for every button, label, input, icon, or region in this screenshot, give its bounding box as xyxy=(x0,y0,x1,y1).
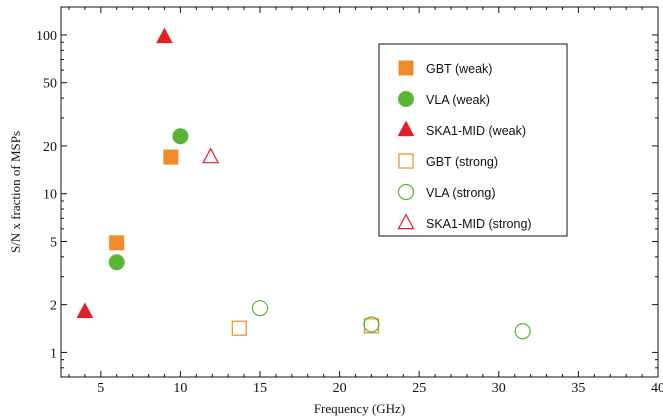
x-tick-label: 30 xyxy=(492,381,506,396)
x-tick-label: 15 xyxy=(253,381,267,396)
y-tick-label: 100 xyxy=(36,29,57,44)
legend-marker xyxy=(398,91,414,107)
data-points xyxy=(76,27,531,340)
data-point-circle-filled xyxy=(108,254,125,271)
data-point-circle-open xyxy=(514,323,531,340)
x-axis: 5 10 15 20 25 30 35 40 xyxy=(68,7,663,396)
x-tick-label: 10 xyxy=(173,381,187,396)
x-tick-label: 5 xyxy=(97,381,104,396)
y-axis-label: S/N x fraction of MSPs xyxy=(8,131,23,253)
data-point-circle-open xyxy=(363,316,380,333)
y-tick-label: 1 xyxy=(50,346,57,361)
y-tick-label: 50 xyxy=(43,77,57,92)
data-point-circle-filled xyxy=(172,128,189,145)
legend-marker xyxy=(398,153,414,169)
x-tick-label: 35 xyxy=(571,381,585,396)
x-tick-label: 20 xyxy=(333,381,347,396)
legend-label: GBT (weak) xyxy=(426,62,492,76)
legend-marker xyxy=(398,60,414,76)
legend-label: VLA (weak) xyxy=(426,93,490,107)
x-tick-label: 40 xyxy=(651,381,663,396)
data-point-triangle-filled xyxy=(156,27,173,44)
y-tick-label: 5 xyxy=(50,235,57,250)
x-axis-label: Frequency (GHz) xyxy=(314,401,405,416)
data-point-square-filled xyxy=(163,149,179,165)
data-point-circle-open xyxy=(251,300,269,317)
legend-marker xyxy=(397,120,415,137)
legend-label: VLA (strong) xyxy=(426,186,495,200)
y-tick-label: 10 xyxy=(43,188,57,203)
y-tick-label: 20 xyxy=(43,140,57,155)
data-point-square-open xyxy=(231,320,247,336)
legend: GBT (weak) VLA (weak) SKA1-MID (weak) GBT (… xyxy=(378,43,568,237)
legend-label: GBT (strong) xyxy=(426,155,498,169)
plot-frame xyxy=(60,6,659,378)
legend-label: SKA1-MID (strong) xyxy=(426,217,532,231)
y-axis: 1 2 5 10 20 50 100 xyxy=(36,29,658,369)
data-point-square-filled xyxy=(109,235,125,251)
legend-marker xyxy=(397,183,415,201)
data-point-triangle-open xyxy=(202,147,220,164)
y-tick-label: 2 xyxy=(50,299,57,314)
legend-box xyxy=(378,43,568,237)
legend-marker xyxy=(397,213,415,230)
legend-label: SKA1-MID (weak) xyxy=(426,124,526,138)
x-tick-label: 25 xyxy=(412,381,426,396)
data-point-triangle-filled xyxy=(76,302,94,318)
